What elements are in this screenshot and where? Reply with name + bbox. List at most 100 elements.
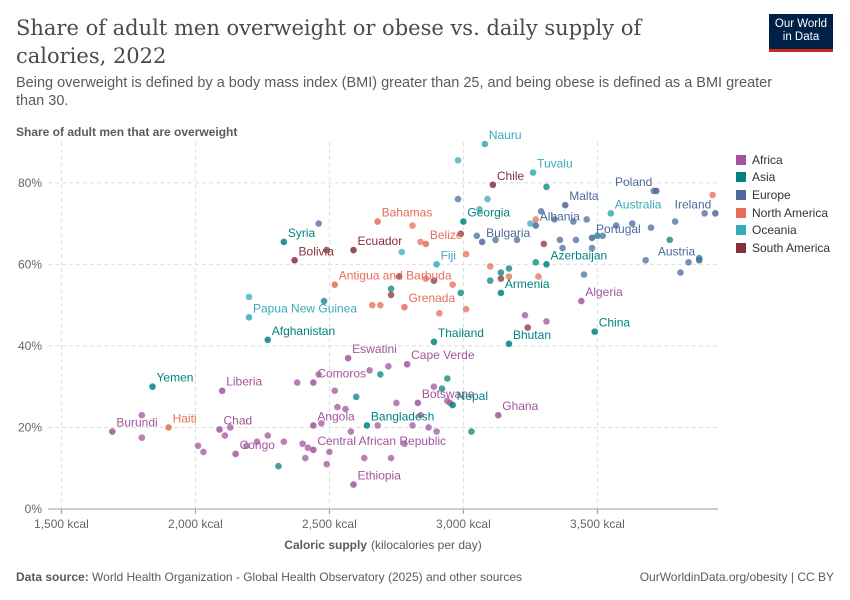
data-point[interactable] (387, 291, 395, 299)
data-point[interactable] (454, 195, 462, 203)
data-point[interactable] (342, 405, 349, 413)
data-point[interactable] (401, 440, 408, 448)
data-point[interactable] (580, 271, 588, 278)
data-point[interactable] (301, 454, 309, 462)
data-point[interactable] (505, 273, 513, 280)
data-point[interactable] (409, 422, 416, 429)
data-point[interactable] (385, 362, 392, 370)
data-point[interactable] (473, 232, 481, 240)
data-point[interactable] (422, 240, 430, 248)
data-point[interactable] (481, 140, 489, 148)
data-point[interactable] (561, 201, 569, 209)
data-point[interactable] (109, 428, 116, 435)
data-point[interactable] (712, 210, 719, 217)
data-point[interactable] (363, 422, 371, 429)
data-point[interactable] (433, 261, 440, 268)
data-point[interactable] (497, 289, 505, 297)
data-point[interactable] (387, 285, 395, 293)
data-point[interactable] (430, 338, 438, 346)
data-point[interactable] (350, 481, 357, 488)
data-point[interactable] (310, 446, 317, 454)
data-point[interactable] (532, 216, 540, 223)
data-point[interactable] (494, 411, 502, 419)
data-point[interactable] (149, 383, 156, 390)
data-point[interactable] (556, 236, 564, 244)
legend-item[interactable]: Asia (736, 169, 830, 187)
data-point[interactable] (486, 263, 494, 270)
data-point[interactable] (540, 240, 548, 248)
data-point[interactable] (165, 424, 172, 431)
data-point[interactable] (449, 281, 456, 289)
data-point[interactable] (347, 428, 355, 435)
data-point[interactable] (653, 187, 660, 195)
data-point[interactable] (221, 432, 229, 439)
data-point[interactable] (425, 424, 432, 431)
data-point[interactable] (398, 248, 406, 256)
data-point[interactable] (607, 210, 615, 217)
data-point[interactable] (578, 297, 585, 305)
data-point[interactable] (430, 383, 438, 390)
data-point[interactable] (194, 442, 202, 450)
data-point[interactable] (695, 256, 703, 264)
data-point[interactable] (537, 208, 545, 215)
data-point[interactable] (395, 273, 403, 280)
data-point[interactable] (457, 289, 465, 297)
data-point[interactable] (417, 411, 424, 419)
data-point[interactable] (551, 216, 558, 223)
data-point[interactable] (318, 420, 325, 427)
data-point[interactable] (449, 401, 456, 409)
data-point[interactable] (599, 232, 607, 240)
data-point[interactable] (462, 250, 470, 258)
data-point[interactable] (535, 273, 542, 280)
data-point[interactable] (323, 246, 331, 254)
data-point[interactable] (403, 360, 411, 368)
data-point[interactable] (264, 432, 272, 439)
data-point[interactable] (368, 301, 376, 309)
data-point[interactable] (320, 297, 328, 305)
data-point[interactable] (588, 244, 596, 252)
data-point[interactable] (315, 371, 322, 378)
data-point[interactable] (478, 238, 486, 246)
footer-link[interactable]: OurWorldinData.org/obesity | CC BY (639, 570, 834, 584)
data-point[interactable] (401, 303, 408, 311)
data-point[interactable] (572, 236, 580, 244)
data-point[interactable] (280, 438, 288, 446)
data-point[interactable] (264, 336, 272, 344)
data-point[interactable] (334, 403, 341, 411)
data-source-text[interactable]: World Health Organization - Global Healt… (92, 570, 523, 584)
data-point[interactable] (513, 236, 521, 244)
data-point[interactable] (430, 277, 438, 284)
data-point[interactable] (377, 371, 384, 378)
data-point[interactable] (583, 216, 590, 223)
data-point[interactable] (253, 438, 261, 446)
data-point[interactable] (414, 399, 422, 407)
data-point[interactable] (226, 424, 234, 431)
data-point[interactable] (360, 454, 368, 462)
data-point[interactable] (591, 328, 599, 335)
data-point[interactable] (532, 258, 540, 266)
legend-item[interactable]: North America (736, 204, 830, 222)
data-point[interactable] (476, 205, 483, 213)
data-point[interactable] (374, 218, 381, 225)
data-point[interactable] (216, 426, 223, 433)
data-point[interactable] (138, 411, 146, 419)
data-point[interactable] (454, 157, 462, 164)
data-point[interactable] (685, 258, 692, 266)
data-point[interactable] (521, 312, 529, 319)
data-point[interactable] (232, 450, 239, 458)
data-point[interactable] (245, 314, 253, 321)
data-point[interactable] (701, 210, 708, 217)
legend-item[interactable]: Africa (736, 151, 830, 169)
data-point[interactable] (468, 428, 475, 435)
data-point[interactable] (497, 275, 505, 282)
data-point[interactable] (293, 379, 301, 386)
data-point[interactable] (524, 324, 532, 331)
legend-item[interactable]: Oceania (736, 221, 830, 239)
data-point[interactable] (344, 354, 352, 362)
data-point[interactable] (505, 340, 513, 348)
data-point[interactable] (588, 234, 596, 242)
data-point[interactable] (709, 191, 716, 199)
data-point[interactable] (543, 261, 550, 268)
data-point[interactable] (299, 440, 306, 448)
data-point[interactable] (422, 275, 430, 282)
